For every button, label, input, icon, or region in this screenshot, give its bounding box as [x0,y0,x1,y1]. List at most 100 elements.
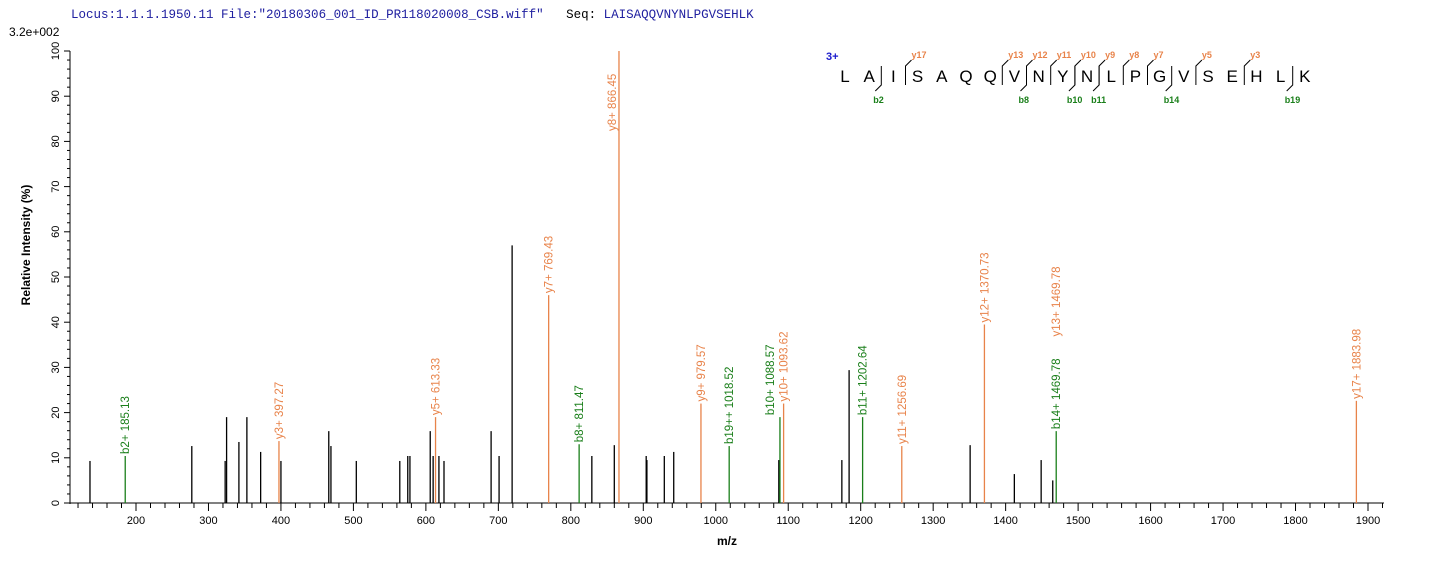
y-fragment-mark [1195,59,1203,85]
peak-label: y8+ 866.45 [607,74,619,131]
y-fragment-label: y11 [1057,50,1072,60]
b-fragment-mark [1020,66,1027,92]
peak-label: b10+ 1088.57 [765,344,777,415]
peak-label: y5+ 613.33 [431,358,443,415]
y-fragment-label: y10 [1081,50,1096,60]
residue-letter: A [936,67,948,86]
b-fragment-label: b11 [1091,95,1106,105]
residue-letter: Q [984,67,997,86]
y-fragment-mark [1050,59,1058,85]
y-axis-label: Relative Intensity (%) [19,185,33,306]
y-tick-label: 30 [50,361,62,373]
y-tick-label: 60 [50,226,62,238]
x-tick-label: 800 [562,515,580,527]
x-tick-label: 200 [127,515,145,527]
y-fragment-label: y13 [1008,50,1023,60]
residue-letter: L [1106,67,1115,86]
residue-letter: S [1202,67,1213,86]
y-fragment-mark [1098,59,1106,85]
peak-label: b2+ 185.13 [120,396,132,454]
file-text: File:"20180306_001_ID_PR118020008_CSB.wi… [221,8,544,22]
y-fragment-label: y7 [1154,50,1164,60]
y-fragment-label: y9 [1105,50,1115,60]
peak-label: y13+ 1469.78 [1051,266,1063,336]
residue-letter: L [1276,67,1285,86]
y-fragment-mark [905,59,912,85]
y-tick-label: 40 [50,316,62,328]
sequence-text: LAISAQQVNYNLPGVSEHLK [603,8,754,22]
y-tick-label: 20 [50,406,62,418]
residue-letter: N [1081,67,1093,86]
x-axis-label: m/z [717,534,737,548]
residue-letter: H [1250,67,1262,86]
x-tick-label: 1000 [704,515,728,527]
x-tick-label: 700 [489,515,507,527]
y-fragment-mark [1243,59,1251,85]
residue-letter: E [1227,67,1238,86]
peak-label: b11+ 1202.64 [858,345,870,415]
residue-letter: S [912,67,923,86]
b-fragment-mark [1092,66,1100,92]
x-tick-label: 500 [344,515,362,527]
b-fragment-mark [1068,66,1076,92]
peak-label: y17+ 1883.98 [1351,329,1363,399]
x-tick-label: 400 [272,515,290,527]
intensity-scale-label: 3.2e+002 [9,25,60,39]
y-tick-label: 100 [50,42,62,60]
seq-label: Seq: [566,8,597,22]
peak-label: y7+ 769.43 [544,236,556,293]
residue-letter: P [1130,67,1141,86]
peak-label: b19++ 1018.52 [724,367,736,444]
residue-letter: Y [1057,67,1068,86]
y-tick-label: 80 [50,135,62,147]
y-fragment-label: y3 [1250,50,1260,60]
residue-letter: A [864,67,876,86]
x-tick-label: 1300 [921,515,945,527]
residue-letter: L [840,67,849,86]
spectrum-header: Locus:1.1.1.1950.11 File:"20180306_001_I… [71,8,754,22]
b-fragment-mark [874,66,882,92]
peak-label: y12+ 1370.73 [979,252,991,322]
x-tick-label: 1500 [1066,515,1090,527]
x-tick-label: 1600 [1138,515,1162,527]
residue-letter: N [1032,67,1044,86]
b-fragment-mark [1286,66,1294,92]
residue-letter: Q [959,67,972,86]
residue-letter: K [1299,67,1311,86]
locus-text: Locus:1.1.1.1950.11 [71,8,214,22]
peak-label: y10+ 1093.62 [779,332,791,402]
y-fragment-mark [1122,59,1130,85]
x-tick-label: 300 [199,515,217,527]
b-fragment-label: b2 [873,95,884,105]
x-tick-label: 1100 [776,515,800,527]
residue-letter: V [1178,67,1190,86]
peak-label: y11+ 1256.69 [897,375,909,444]
residue-letter: V [1009,67,1021,86]
y-fragment-label: y8 [1129,50,1139,60]
b-fragment-label: b10 [1067,95,1083,105]
y-tick-label: 50 [50,271,62,283]
residue-letter: G [1153,67,1166,86]
peak-label: b8+ 811.47 [574,385,586,442]
y-fragment-label: y17 [912,50,927,60]
b-fragment-mark [1165,66,1173,92]
b-fragment-label: b8 [1019,95,1030,105]
y-tick-label: 0 [50,500,62,506]
y-fragment-label: y12 [1033,50,1048,60]
peak-label: b14+ 1469.78 [1051,358,1063,429]
residue-letter: I [891,67,896,86]
x-tick-label: 600 [417,515,435,527]
y-fragment-label: y5 [1202,50,1212,60]
x-tick-label: 1800 [1283,515,1307,527]
x-tick-label: 1200 [848,515,872,527]
b-fragment-label: b14 [1164,95,1180,105]
peak-label: y9+ 979.57 [696,344,708,401]
x-tick-label: 1900 [1356,515,1380,527]
y-tick-label: 90 [50,90,62,102]
x-tick-label: 1400 [993,515,1017,527]
b-fragment-label: b19 [1285,95,1301,105]
y-tick-label: 70 [50,180,62,192]
y-tick-label: 10 [50,452,62,464]
charge-state-label: 3+ [826,51,839,63]
